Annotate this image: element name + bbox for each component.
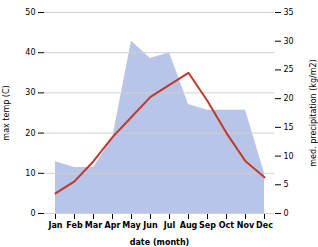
svg-text:Apr: Apr: [105, 221, 121, 230]
svg-text:Mar: Mar: [85, 221, 102, 230]
svg-text:0: 0: [30, 209, 35, 218]
svg-text:5: 5: [284, 180, 289, 189]
svg-text:20: 20: [25, 129, 35, 138]
svg-text:30: 30: [284, 37, 294, 46]
svg-text:max temp (C): max temp (C): [2, 85, 11, 140]
svg-text:15: 15: [284, 123, 294, 132]
svg-text:med. precipitation (kg/m2): med. precipitation (kg/m2): [309, 59, 318, 166]
svg-text:50: 50: [25, 8, 35, 17]
svg-text:Aug: Aug: [180, 221, 198, 230]
svg-text:Nov: Nov: [237, 221, 255, 230]
svg-text:Sep: Sep: [199, 221, 216, 230]
svg-text:Jan: Jan: [47, 221, 62, 230]
svg-text:0: 0: [284, 209, 289, 218]
svg-text:Jun: Jun: [142, 221, 158, 230]
svg-text:10: 10: [284, 152, 294, 161]
svg-text:30: 30: [25, 88, 35, 97]
svg-text:Dec: Dec: [256, 221, 273, 230]
svg-text:10: 10: [25, 169, 35, 178]
svg-text:35: 35: [284, 8, 294, 17]
svg-text:Feb: Feb: [66, 221, 83, 230]
svg-text:May: May: [122, 221, 141, 230]
svg-text:date (month): date (month): [130, 238, 190, 247]
svg-text:Oct: Oct: [219, 221, 235, 230]
svg-text:20: 20: [284, 94, 294, 103]
svg-text:Jul: Jul: [163, 221, 176, 230]
svg-text:40: 40: [25, 48, 35, 57]
svg-text:25: 25: [284, 65, 294, 74]
